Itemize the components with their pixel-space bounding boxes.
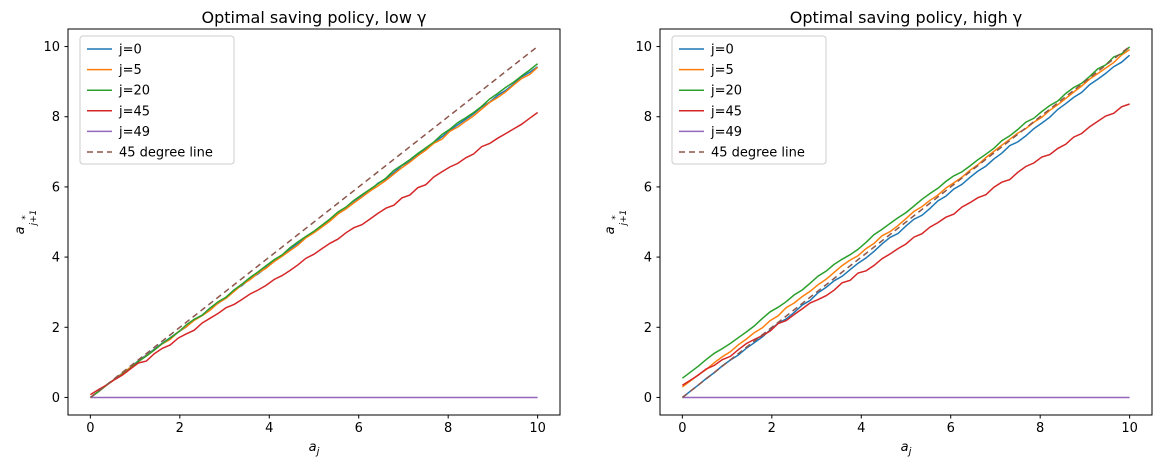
y-axis-label-left: a * j+1 [13,209,39,235]
legend-box [671,35,827,165]
x-tick-label: 2 [176,421,184,436]
y-tick-label: 4 [644,251,652,266]
x-tick-label: 10 [529,421,546,436]
series-line-j-20 [681,46,1131,379]
legend-label: j=5 [118,63,142,78]
x-tick-label: 4 [265,421,273,436]
chart-title-low-gamma: Optimal saving policy, low γ [201,8,427,27]
legend-label: j=5 [710,63,734,78]
y-tick-label: 0 [644,391,652,406]
series-line-j-45 [90,111,539,396]
series-line-45-degree-line [89,45,539,399]
series-line-45-degree-line [681,45,1131,399]
legend-label: j=45 [710,104,742,119]
legend-label: j=49 [118,125,150,140]
axes-frame [659,28,1153,416]
legend-box [79,35,235,165]
y-tick-label: 8 [644,110,652,125]
x-tick-label: 6 [355,421,363,436]
y-tick-label: 10 [43,40,60,55]
chart-title-high-gamma: Optimal saving policy, high γ [789,8,1023,27]
x-tick-label: 4 [857,421,865,436]
y-tick-label: 6 [644,180,652,195]
x-axis-label-right: aj [900,440,912,458]
legend-label: j=20 [710,84,742,99]
y-tick-label: 8 [52,110,60,125]
y-tick-label: 2 [644,321,652,336]
axes-1: 0 2 4 6 8 10 0 2 4 6 8 10 j=0 j=5 j=20 j=45 j=49 45 degre… [635,28,1153,436]
y-axis-label-right: a * j+1 [603,209,629,235]
legend-label: 45 degree line [711,146,805,161]
y-tick-label: 2 [52,321,60,336]
axes-0: 0 2 4 6 8 10 0 2 4 6 8 10 j=0 j=5 j=20 j=45 j=49 45 degre… [43,28,561,436]
legend-label: j=20 [118,84,150,99]
y-tick-label: 0 [52,391,60,406]
legend-label: j=0 [118,43,142,58]
legend-label: j=49 [710,125,742,140]
x-tick-label: 0 [678,421,686,436]
legend-label: j=0 [710,43,734,58]
x-tick-label: 6 [947,421,955,436]
x-tick-label: 8 [444,421,452,436]
x-tick-label: 0 [86,421,94,436]
legend-label: j=45 [118,104,150,119]
series-line-j-0 [681,54,1131,399]
x-axis-label-left: aj [308,440,320,458]
x-tick-label: 2 [768,421,776,436]
x-tick-label: 10 [1121,421,1138,436]
y-tick-label: 4 [52,251,60,266]
legend-label: 45 degree line [119,146,213,161]
y-tick-label: 10 [635,40,652,55]
x-tick-label: 8 [1036,421,1044,436]
axes-frame [67,28,561,416]
series-line-j-5 [681,48,1131,388]
y-tick-label: 6 [52,180,60,195]
series-line-j-20 [89,63,539,399]
